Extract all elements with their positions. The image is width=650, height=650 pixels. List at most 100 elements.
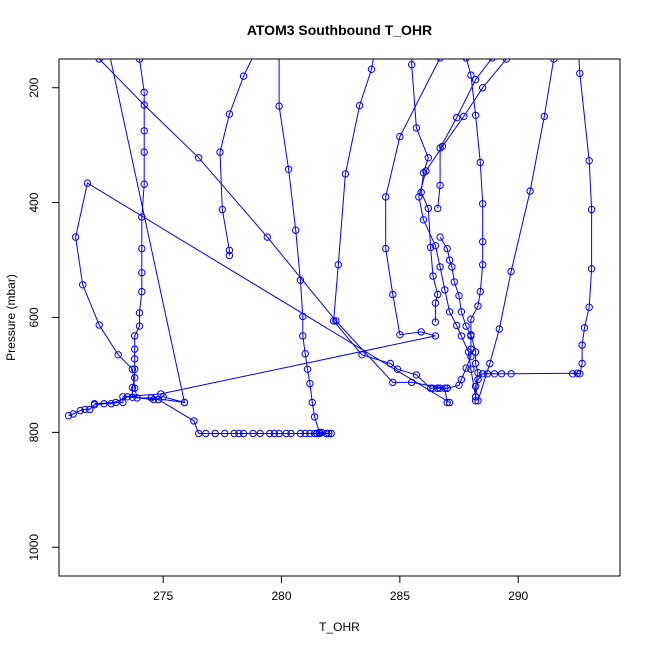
data-point bbox=[131, 355, 139, 363]
data-point bbox=[195, 429, 203, 438]
data-point bbox=[450, 278, 458, 286]
data-point bbox=[287, 429, 295, 438]
data-point bbox=[434, 290, 442, 299]
data-point bbox=[249, 429, 257, 438]
data-point bbox=[296, 429, 305, 438]
data-point bbox=[230, 429, 238, 438]
data-point bbox=[119, 398, 127, 407]
data-point bbox=[140, 180, 148, 188]
data-point bbox=[453, 321, 461, 330]
data-point bbox=[462, 322, 470, 330]
data-point bbox=[382, 244, 390, 253]
series-line bbox=[75, 182, 450, 403]
data-point bbox=[415, 193, 423, 201]
data-point bbox=[382, 193, 390, 201]
data-point bbox=[587, 265, 596, 273]
data-point bbox=[218, 205, 227, 214]
series-line bbox=[278, 59, 332, 434]
data-point bbox=[299, 332, 307, 340]
series-line bbox=[477, 59, 555, 401]
data-point bbox=[526, 187, 534, 195]
data-point bbox=[140, 148, 148, 156]
data-point bbox=[69, 410, 77, 418]
data-point bbox=[216, 148, 224, 156]
flight-segment-4 bbox=[90, 59, 444, 408]
flight-segment-7 bbox=[71, 179, 454, 407]
data-point bbox=[358, 351, 366, 359]
data-point bbox=[569, 370, 577, 378]
data-point bbox=[225, 246, 234, 255]
data-point bbox=[585, 303, 593, 311]
data-point bbox=[131, 374, 139, 382]
data-point bbox=[474, 397, 482, 405]
data-point bbox=[443, 384, 451, 392]
data-point bbox=[315, 429, 324, 438]
plot-frame bbox=[58, 58, 621, 577]
flight-segment-12 bbox=[462, 59, 582, 405]
data-point bbox=[490, 370, 499, 378]
series-line bbox=[437, 59, 492, 209]
data-point bbox=[467, 345, 475, 353]
flight-segment-15 bbox=[434, 233, 475, 392]
data-point bbox=[479, 370, 487, 378]
data-point bbox=[467, 352, 475, 361]
data-point bbox=[138, 269, 146, 277]
data-point bbox=[467, 365, 475, 373]
data-point bbox=[412, 124, 421, 132]
data-point bbox=[195, 154, 203, 162]
series-line bbox=[333, 59, 448, 389]
data-point bbox=[131, 384, 139, 392]
data-point bbox=[436, 181, 444, 190]
data-point bbox=[292, 226, 300, 234]
data-point bbox=[112, 398, 120, 407]
data-point bbox=[443, 244, 451, 253]
data-point bbox=[448, 263, 456, 271]
data-point bbox=[95, 321, 103, 329]
data-point bbox=[471, 382, 480, 391]
data-point bbox=[389, 378, 397, 387]
data-point bbox=[576, 69, 584, 78]
data-point bbox=[460, 112, 468, 121]
data-point bbox=[585, 157, 593, 165]
y-tick-label: 200 bbox=[27, 77, 41, 97]
data-point bbox=[81, 405, 89, 414]
data-point bbox=[455, 292, 463, 300]
data-point bbox=[367, 65, 376, 74]
data-point bbox=[355, 101, 364, 110]
data-point bbox=[471, 359, 480, 368]
data-point bbox=[140, 127, 148, 135]
data-point bbox=[322, 429, 331, 438]
data-point bbox=[211, 429, 219, 438]
data-point bbox=[479, 84, 487, 92]
flight-segment-11 bbox=[569, 59, 596, 378]
series-layer bbox=[64, 59, 596, 438]
data-point bbox=[453, 113, 461, 122]
data-point bbox=[119, 393, 127, 401]
data-point bbox=[282, 429, 290, 438]
y-axis: 200 400 600 800 1000 bbox=[27, 77, 59, 561]
data-point bbox=[474, 368, 482, 377]
data-point bbox=[138, 244, 146, 253]
series-line bbox=[437, 236, 472, 389]
series-line bbox=[94, 59, 441, 405]
x-axis: 275 280 285 290 bbox=[153, 576, 529, 603]
data-point bbox=[263, 233, 271, 241]
data-point bbox=[471, 76, 480, 84]
data-point bbox=[114, 351, 122, 359]
data-point bbox=[275, 102, 283, 110]
x-tick-label: 285 bbox=[390, 589, 410, 603]
y-tick-label: 600 bbox=[27, 307, 41, 327]
flight-segment-3 bbox=[64, 393, 333, 438]
data-point bbox=[580, 324, 589, 332]
data-point bbox=[502, 59, 511, 63]
data-point bbox=[474, 302, 482, 310]
data-point bbox=[310, 413, 319, 421]
data-point bbox=[445, 256, 454, 264]
data-point bbox=[138, 213, 146, 221]
data-point bbox=[313, 429, 321, 438]
data-point bbox=[578, 341, 586, 349]
data-point bbox=[471, 111, 480, 120]
data-point bbox=[578, 359, 586, 368]
data-point bbox=[303, 365, 312, 373]
data-point bbox=[573, 369, 582, 377]
